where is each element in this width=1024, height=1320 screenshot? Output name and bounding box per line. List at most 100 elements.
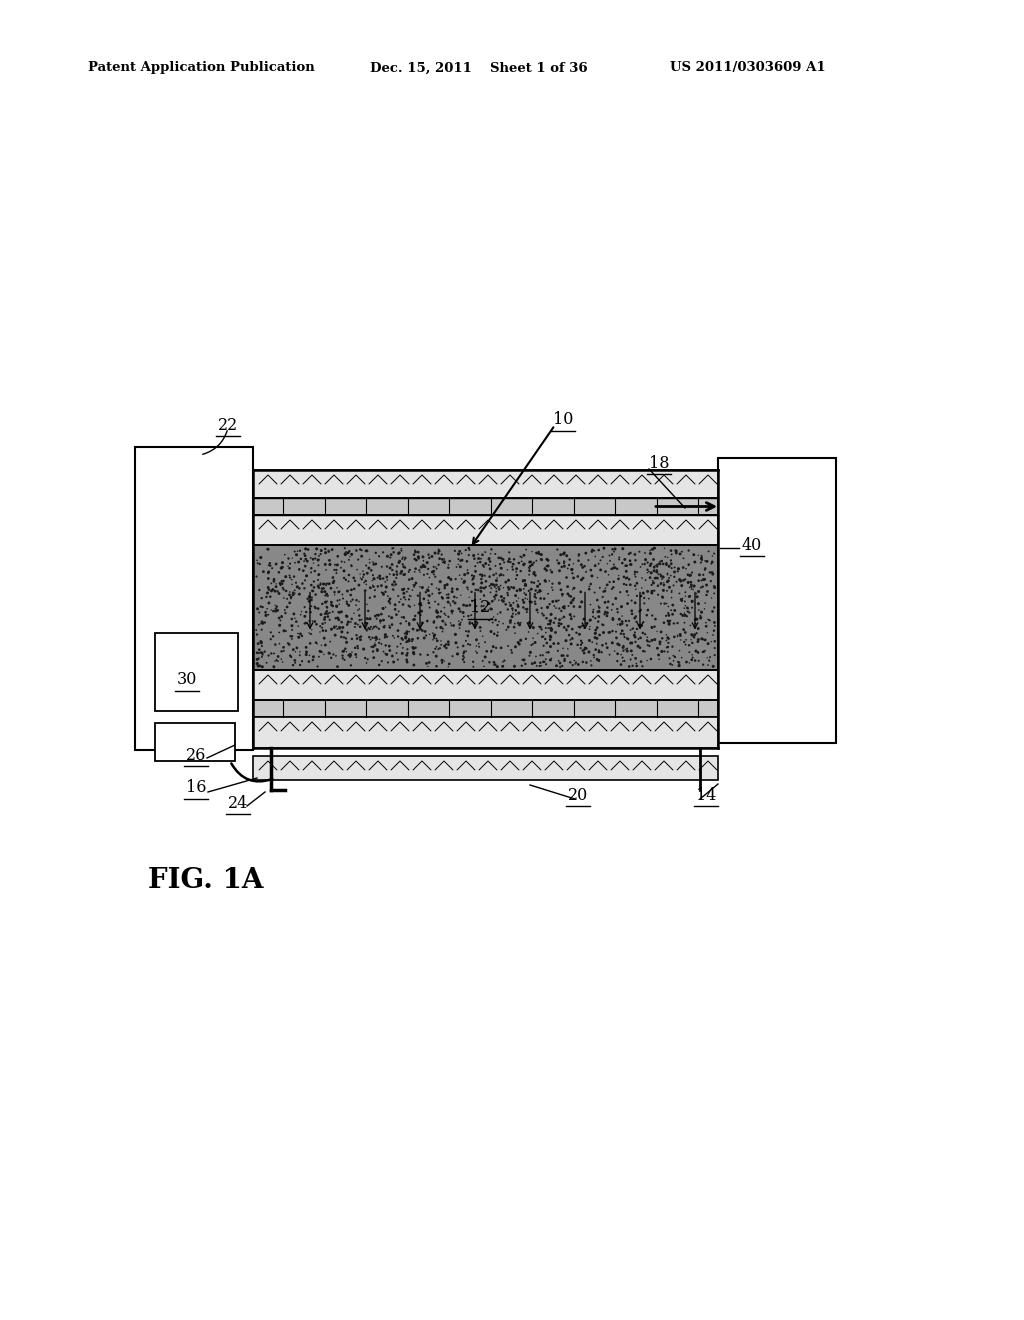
Point — [503, 640, 519, 661]
Point — [283, 586, 299, 607]
Point — [582, 610, 598, 631]
Point — [690, 545, 707, 566]
Point — [358, 609, 375, 630]
Point — [631, 615, 647, 636]
Point — [331, 610, 347, 631]
Point — [517, 573, 534, 594]
Point — [500, 599, 516, 620]
Point — [284, 569, 300, 590]
Point — [574, 615, 591, 636]
Point — [428, 628, 444, 649]
Point — [690, 642, 707, 663]
Point — [413, 605, 429, 626]
Point — [526, 586, 543, 607]
Point — [317, 539, 334, 560]
Point — [627, 622, 643, 643]
Point — [341, 541, 357, 562]
Point — [409, 549, 425, 570]
Point — [453, 556, 469, 577]
Point — [355, 639, 372, 660]
Point — [584, 631, 600, 652]
Point — [538, 642, 554, 663]
Point — [385, 579, 401, 601]
Point — [668, 543, 684, 564]
Point — [442, 595, 459, 616]
Point — [267, 581, 284, 602]
Point — [303, 595, 319, 616]
Point — [339, 614, 355, 635]
Point — [447, 569, 464, 590]
Point — [365, 642, 381, 663]
Point — [693, 607, 710, 628]
Point — [565, 590, 582, 611]
Point — [667, 557, 683, 578]
Point — [504, 606, 520, 627]
Point — [348, 540, 365, 561]
Point — [307, 632, 324, 653]
Point — [555, 638, 571, 659]
Point — [599, 597, 615, 618]
Point — [348, 594, 365, 615]
Point — [251, 614, 267, 635]
Point — [326, 570, 342, 591]
Point — [349, 635, 366, 656]
Point — [655, 612, 672, 634]
Point — [358, 574, 375, 595]
Point — [563, 560, 580, 581]
Point — [335, 648, 351, 669]
Point — [316, 627, 333, 648]
Point — [508, 558, 524, 579]
Point — [656, 593, 673, 614]
Point — [387, 594, 403, 615]
Point — [537, 570, 553, 591]
Point — [330, 656, 346, 677]
Point — [490, 611, 507, 632]
Point — [304, 579, 321, 601]
Point — [556, 606, 572, 627]
Point — [329, 577, 345, 598]
Point — [539, 560, 555, 581]
Point — [388, 568, 404, 589]
Point — [329, 560, 345, 581]
Point — [287, 652, 303, 673]
Point — [298, 549, 314, 570]
Point — [592, 602, 608, 623]
Point — [595, 614, 611, 635]
Point — [272, 610, 289, 631]
Point — [254, 612, 270, 634]
Point — [433, 635, 450, 656]
Point — [344, 589, 360, 610]
Point — [675, 557, 691, 578]
Point — [438, 638, 455, 659]
Point — [656, 566, 673, 587]
Point — [543, 603, 559, 624]
Point — [589, 634, 605, 655]
Point — [265, 570, 282, 591]
Point — [493, 602, 509, 623]
Point — [287, 579, 303, 601]
Point — [523, 578, 540, 599]
Point — [652, 564, 669, 585]
Point — [577, 639, 593, 660]
Point — [639, 581, 655, 602]
Point — [338, 642, 354, 663]
Point — [646, 616, 663, 638]
Point — [550, 632, 566, 653]
Point — [565, 597, 582, 618]
Point — [684, 597, 700, 618]
Point — [671, 655, 687, 676]
Point — [581, 578, 597, 599]
Point — [382, 616, 398, 638]
Point — [350, 549, 367, 570]
Point — [510, 587, 526, 609]
Point — [273, 640, 290, 661]
Point — [684, 632, 700, 653]
Point — [301, 651, 317, 672]
Point — [540, 556, 556, 577]
Point — [260, 568, 276, 589]
Point — [683, 578, 699, 599]
Point — [640, 631, 656, 652]
Point — [330, 607, 346, 628]
Point — [267, 634, 284, 655]
Point — [467, 556, 483, 577]
